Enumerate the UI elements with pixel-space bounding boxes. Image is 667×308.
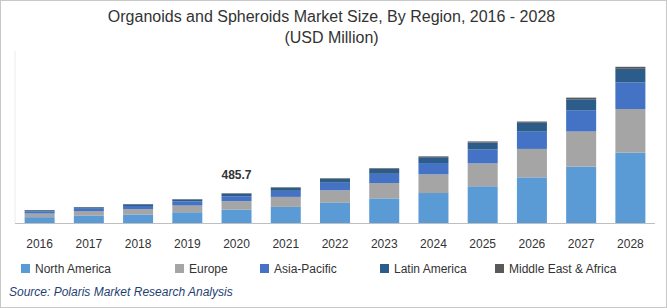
bar-segment <box>172 199 202 200</box>
subtitle: (USD Million) <box>284 29 378 46</box>
bar-segment <box>517 177 547 223</box>
bar-segment <box>25 210 55 211</box>
bar-segment <box>369 183 399 198</box>
bar-segment <box>74 207 104 208</box>
bar-segment <box>271 197 301 207</box>
x-tick-label: 2023 <box>371 237 398 251</box>
bar-segment <box>123 204 153 205</box>
legend-swatch <box>495 264 504 273</box>
x-tick-label: 2024 <box>420 237 447 251</box>
bar-segment <box>517 123 547 132</box>
bar-segment <box>222 196 252 201</box>
bar-segment <box>418 193 448 223</box>
bar-segment <box>320 178 350 180</box>
chart-frame: {"chart_data": {"type": "bar", "title": … <box>0 0 667 308</box>
bar-segment <box>320 203 350 223</box>
legend-label: Latin America <box>394 262 467 276</box>
bar-segment <box>369 169 399 174</box>
bar-segment <box>172 202 202 206</box>
x-tick-label: 2022 <box>322 237 349 251</box>
bar-segment <box>74 211 104 215</box>
bar-segment <box>25 210 55 211</box>
title: Organoids and Spheroids Market Size, By … <box>108 8 555 25</box>
x-tick-label: 2016 <box>26 237 53 251</box>
bar-segment <box>468 150 498 164</box>
bar-segment <box>74 209 104 212</box>
bar-segment <box>418 163 448 174</box>
bar-segment <box>222 201 252 209</box>
bar-segment <box>418 174 448 193</box>
bar-segment <box>615 69 645 83</box>
bar-segment <box>468 186 498 223</box>
bar-segment <box>468 142 498 149</box>
bar-segment <box>615 153 645 223</box>
bar-segment <box>320 183 350 191</box>
bar-segment <box>369 198 399 223</box>
x-tick-label: 2020 <box>223 237 250 251</box>
legend-swatch <box>21 264 30 273</box>
bar-segment <box>320 190 350 203</box>
x-tick-label: 2017 <box>75 237 102 251</box>
bar-segment <box>468 141 498 142</box>
y-axis-line <box>15 51 16 223</box>
bar-segment <box>566 167 596 223</box>
bar-segment <box>74 216 104 223</box>
bar-segment <box>468 163 498 186</box>
bar-segment <box>172 199 202 201</box>
legend-label: Middle East & Africa <box>509 262 617 276</box>
legend-swatch <box>380 264 389 273</box>
bar-segment <box>566 110 596 131</box>
bar-segment <box>123 209 153 214</box>
bar-segment <box>566 99 596 110</box>
bar-segment <box>222 194 252 197</box>
legend-swatch <box>260 264 269 273</box>
bar-segment <box>271 187 301 188</box>
x-tick-label: 2027 <box>568 237 595 251</box>
bar-segment <box>517 122 547 123</box>
bar-segment <box>271 191 301 197</box>
source: Source: Polaris Market Research Analysis <box>9 285 233 299</box>
bar-segment <box>172 206 202 213</box>
bars <box>25 67 646 223</box>
annotation: 485.7 <box>222 168 252 182</box>
bar-segment <box>25 214 55 218</box>
bar-segment <box>566 132 596 167</box>
legend-label: Europe <box>189 262 228 276</box>
legend-swatch <box>175 264 184 273</box>
x-axis-line <box>15 223 655 224</box>
bar-segment <box>25 211 55 213</box>
bar-segment <box>123 214 153 223</box>
bar-segment <box>418 156 448 158</box>
bar-segment <box>517 132 547 149</box>
bar-segment <box>615 67 645 69</box>
bar-segment <box>271 188 301 191</box>
x-tick-label: 2021 <box>272 237 299 251</box>
bar-segment <box>369 174 399 183</box>
x-tick-label: 2028 <box>617 237 644 251</box>
bar-segment <box>369 168 399 170</box>
x-tick-label: 2026 <box>519 237 546 251</box>
bar-segment <box>615 109 645 153</box>
legend-label: North America <box>35 262 111 276</box>
bar-segment <box>615 82 645 109</box>
chart: Organoids and Spheroids Market Size, By … <box>1 1 666 307</box>
bar-segment <box>418 157 448 163</box>
bar-segment <box>320 179 350 183</box>
x-tick-label: 2025 <box>469 237 496 251</box>
bar-segment <box>172 212 202 223</box>
bar-segment <box>222 210 252 223</box>
bar-segment <box>123 206 153 209</box>
bar-segment <box>517 149 547 177</box>
bar-segment <box>25 217 55 223</box>
bar-segment <box>271 207 301 223</box>
x-tick-label: 2019 <box>174 237 201 251</box>
bar-segment <box>74 207 104 208</box>
bar-segment <box>566 98 596 100</box>
x-tick-label: 2018 <box>125 237 152 251</box>
legend-label: Asia-Pacific <box>274 262 337 276</box>
bar-segment <box>222 193 252 194</box>
bar-segment <box>123 204 153 206</box>
